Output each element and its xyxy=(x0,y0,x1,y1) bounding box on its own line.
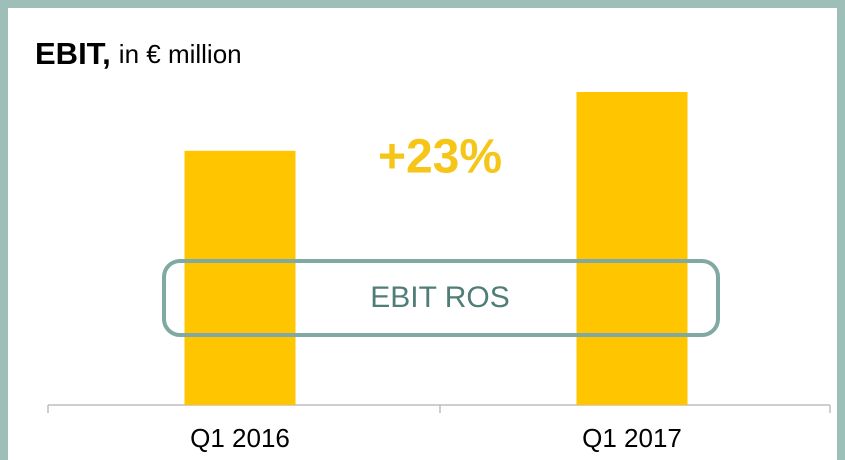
bar xyxy=(184,150,296,405)
ros-label: EBIT ROS xyxy=(370,281,509,314)
bar xyxy=(576,91,688,405)
growth-annotation: +23% xyxy=(378,131,502,184)
subtitle: in € million xyxy=(119,39,242,69)
x-tick-label: Q1 2016 xyxy=(190,423,290,453)
title: EBIT, xyxy=(35,36,111,71)
ros-box xyxy=(162,259,720,337)
x-tick-label: Q1 2017 xyxy=(582,423,682,453)
chart-title: EBIT, in € million xyxy=(35,36,242,71)
